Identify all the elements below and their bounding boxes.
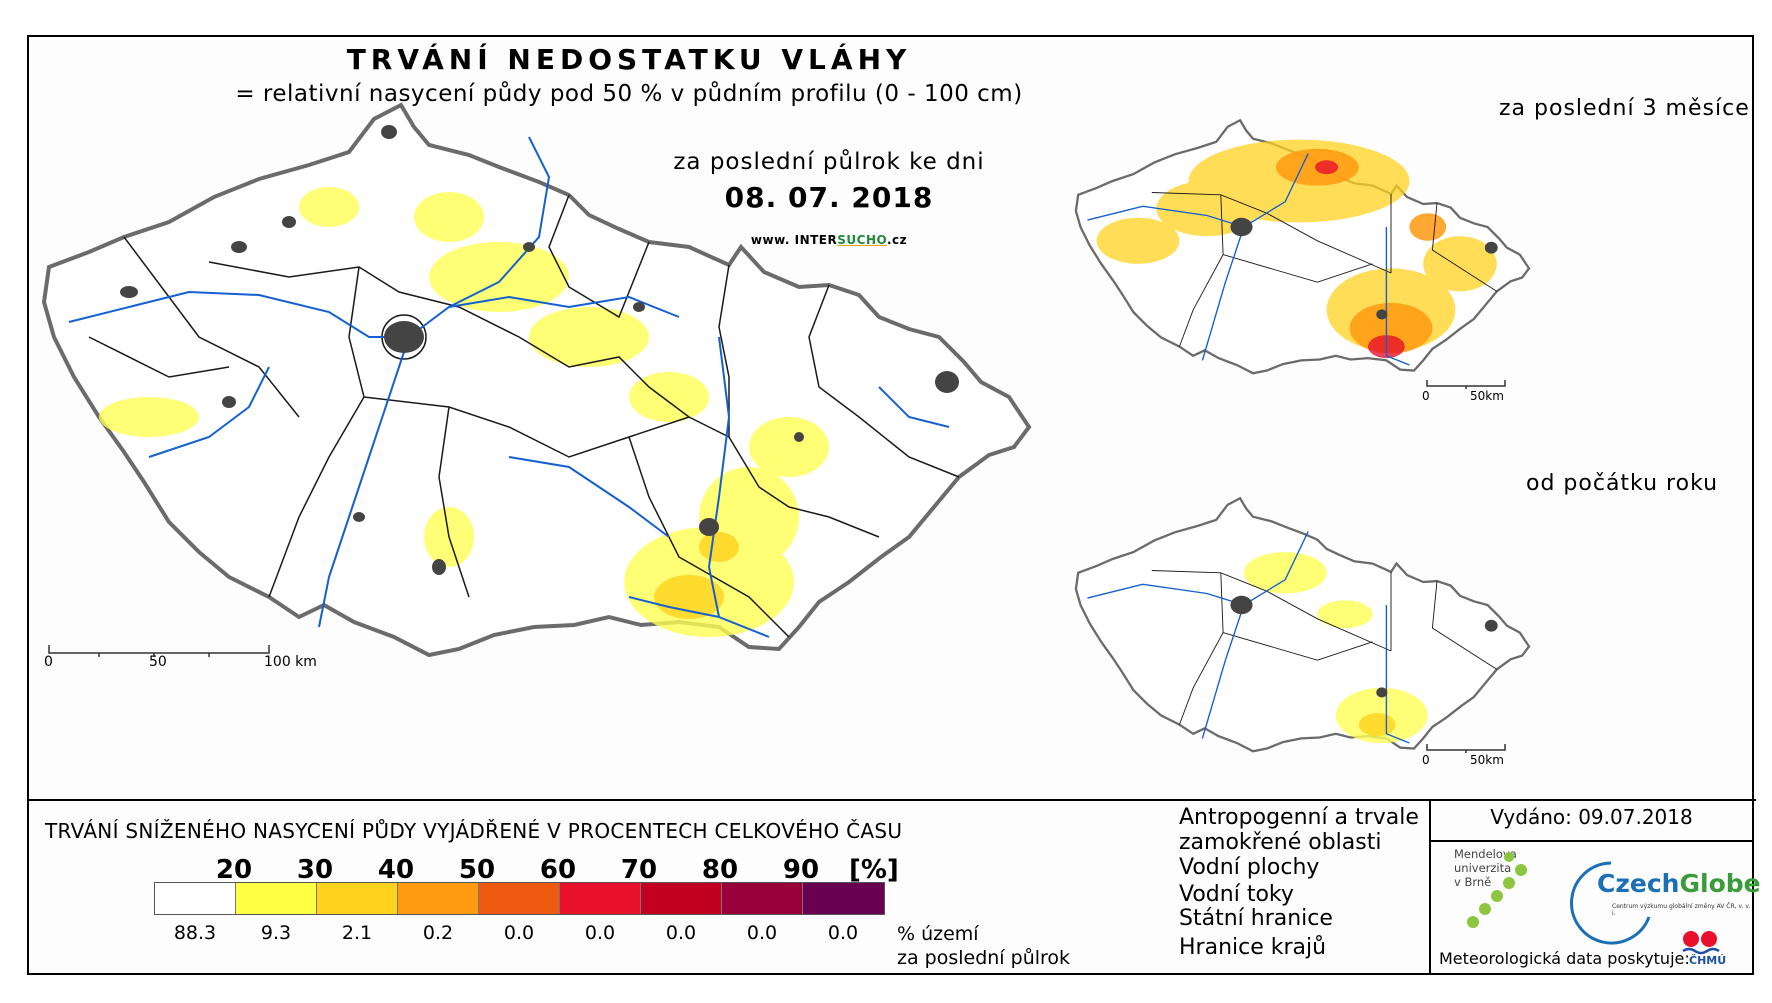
area-note-line2: za poslední půlrok [897,947,1071,969]
legend-title: TRVÁNÍ SNÍŽENÉHO NASYCENÍ PŮDY VYJÁDŘENÉ… [45,819,903,843]
legend-separator [29,799,1756,801]
color-scale-bar [154,882,885,915]
credits-divider [1429,799,1431,975]
water-legend-label: Vodní plochy [1179,855,1320,880]
issued-date: Vydáno: 09.07.2018 [1490,805,1693,829]
color-cell-3 [398,883,479,914]
page-title: TRVÁNÍ NEDOSTATKU VLÁHY [346,43,912,76]
meteo-data-credit: Meteorologická data poskytuje: [1439,949,1690,968]
date-label: 08. 07. 2018 [724,181,934,214]
threshold-70: 70 [620,855,658,885]
area-value-6: 0.0 [665,922,697,944]
area-value-8: 0.0 [827,922,859,944]
area-value-7: 0.0 [746,922,778,944]
color-cell-2 [317,883,398,914]
threshold-80: 80 [701,855,739,885]
color-cell-8 [803,883,884,914]
urban-legend-line2: zamokřené oblasti [1179,830,1382,855]
region-border-legend-label: Hranice krajů [1179,935,1327,960]
inset2-scale-50: 50km [1470,753,1504,767]
period-label: za poslední půlrok ke dni [673,149,985,175]
scale-label-100: 100 km [264,654,317,670]
inset-map-three-months [1074,119,1531,375]
inset1-scale-0: 0 [1422,389,1430,403]
area-value-5: 0.0 [584,922,616,944]
color-cell-1 [236,883,317,914]
area-value-2: 2.1 [341,922,373,944]
mendel-university-logo: Mendelova univerzita v Brně [1454,847,1517,889]
threshold-90: 90 [782,855,820,885]
area-note: % území za poslední půlrok [897,922,1070,970]
state-border-legend-label: Státní hranice [1179,906,1333,931]
threshold-40: 40 [377,855,415,885]
inset1-scale-50: 50km [1470,389,1504,403]
inset-map-year-start [1074,497,1531,753]
chmu-logo: ČHMÚ [1689,954,1727,967]
main-map [42,103,1031,657]
inset-year-start-label: od počátku roku [1526,471,1719,496]
scale-label-0: 0 [44,654,53,670]
area-value-4: 0.0 [503,922,535,944]
color-cell-0 [155,883,236,914]
inset2-scale-0: 0 [1422,753,1430,767]
threshold-20: 20 [215,855,253,885]
czechglobe-logo: CzechGlobe [1597,869,1761,898]
issued-divider [1429,840,1754,842]
area-value-3: 0.2 [422,922,454,944]
area-value-0: 88.3 [173,922,217,944]
area-note-line1: % území [897,923,979,945]
color-cell-4 [479,883,560,914]
maps-canvas [42,103,1531,753]
color-cell-6 [641,883,722,914]
urban-legend-line1: Antropogenní a trvale [1179,805,1419,830]
scale-label-50: 50 [149,654,167,670]
threshold-unit: [%] [849,855,899,885]
page-subtitle: = relativní nasycení půdy pod 50 % v půd… [235,81,1023,107]
threshold-50: 50 [458,855,496,885]
river-legend-label: Vodní toky [1179,882,1294,907]
threshold-60: 60 [539,855,577,885]
color-cell-5 [560,883,641,914]
inset-three-months-label: za poslední 3 měsíce [1499,96,1750,121]
map-frame: TRVÁNÍ NEDOSTATKU VLÁHY = relativní nasy… [27,35,1761,975]
area-value-1: 9.3 [260,922,292,944]
threshold-30: 30 [296,855,334,885]
czechglobe-subtitle: Centrum výzkumu globální změny AV ČR, v.… [1612,903,1751,917]
website-label: www. INTERSUCHO.cz [750,233,908,247]
color-cell-7 [722,883,803,914]
